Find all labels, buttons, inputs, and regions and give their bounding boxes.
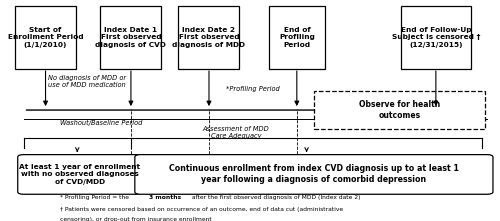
FancyBboxPatch shape <box>178 6 240 69</box>
FancyBboxPatch shape <box>100 6 162 69</box>
Text: Index Date 1
First observed
diagnosis of CVD: Index Date 1 First observed diagnosis of… <box>96 27 166 48</box>
Text: At least 1 year of enrollment
with no observed diagnoses
of CVD/MDD: At least 1 year of enrollment with no ob… <box>19 164 140 185</box>
FancyBboxPatch shape <box>135 155 493 194</box>
Text: after the first observed diagnosis of MDD (Index date 2): after the first observed diagnosis of MD… <box>190 195 360 200</box>
Text: *Profiling Period: *Profiling Period <box>226 86 280 92</box>
Text: Continuous enrollment from index CVD diagnosis up to at least 1
year following a: Continuous enrollment from index CVD dia… <box>169 164 459 185</box>
Text: Assessment of MDD
Care Adequacy: Assessment of MDD Care Adequacy <box>202 126 269 139</box>
FancyBboxPatch shape <box>15 6 76 69</box>
FancyBboxPatch shape <box>314 91 484 130</box>
Text: 3 months: 3 months <box>150 195 182 200</box>
Text: End of Follow-Up
Subject is censored †
(12/31/2015): End of Follow-Up Subject is censored † (… <box>392 27 480 48</box>
Text: * Profiling Period = the: * Profiling Period = the <box>60 195 131 200</box>
Text: Index Date 2
First observed
diagnosis of MDD: Index Date 2 First observed diagnosis of… <box>172 27 246 48</box>
Text: censoring), or drop-out from insurance enrollment: censoring), or drop-out from insurance e… <box>60 217 212 221</box>
Text: End of
Profiling
Period: End of Profiling Period <box>279 27 315 48</box>
Text: † Patients were censored based on occurrence of an outcome, end of data cut (adm: † Patients were censored based on occurr… <box>60 207 344 212</box>
FancyBboxPatch shape <box>269 6 325 69</box>
FancyBboxPatch shape <box>18 155 142 194</box>
Text: Observe for health
outcomes: Observe for health outcomes <box>358 100 440 120</box>
Text: Washout/Baseline Period: Washout/Baseline Period <box>60 120 142 126</box>
Text: No diagnosis of MDD or
use of MDD medication: No diagnosis of MDD or use of MDD medica… <box>48 74 126 88</box>
FancyBboxPatch shape <box>400 6 471 69</box>
Text: Start of
Enrollment Period
(1/1/2010): Start of Enrollment Period (1/1/2010) <box>8 27 84 48</box>
